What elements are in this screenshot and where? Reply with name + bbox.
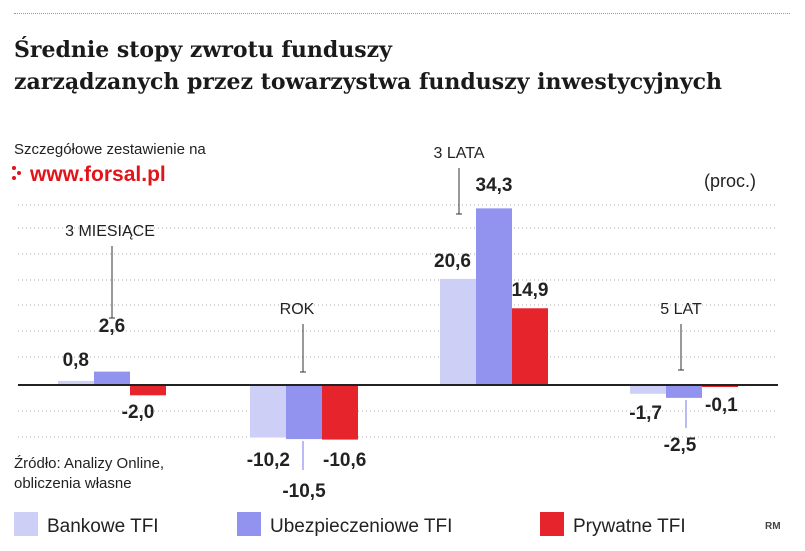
legend: Bankowe TFI Ubezpieczeniowe TFI Prywatne T…: [14, 512, 686, 537]
legend-swatch-2: [540, 512, 564, 536]
unit-label: (proc.): [704, 171, 756, 191]
bar-1-2: [322, 385, 358, 440]
category-label-3: 5 LAT: [660, 301, 702, 318]
bar-3-0: [630, 385, 666, 394]
source-line-2: obliczenia własne: [14, 475, 132, 492]
value-label-0-2: -2,0: [122, 402, 155, 423]
bar-0-0: [58, 380, 94, 385]
brand-link[interactable]: www.forsal.pl: [29, 163, 166, 186]
legend-swatch-1: [237, 512, 261, 536]
legend-swatch-0: [14, 512, 38, 536]
value-label-3-0: -1,7: [629, 403, 662, 424]
credit: RM: [765, 521, 781, 532]
bar-1-0: [250, 385, 286, 438]
bar-2-0: [440, 278, 476, 385]
legend-label-1: Ubezpieczeniowe TFI: [270, 516, 452, 537]
bar-0-1: [94, 371, 130, 385]
brand-icon: [12, 166, 21, 180]
value-label-2-2: 14,9: [512, 280, 549, 301]
value-label-3-1: -2,5: [664, 435, 697, 456]
category-label-0: 3 MIESIĄCE: [65, 223, 155, 240]
gridlines: [18, 204, 778, 438]
value-label-2-1: 34,3: [476, 175, 513, 196]
category-label-2: 3 LATA: [434, 145, 485, 162]
value-label-1-0: -10,2: [247, 450, 290, 471]
legend-label-2: Prywatne TFI: [573, 516, 686, 537]
bar-2-1: [476, 208, 512, 385]
source-line-1: Źródło: Analizy Online,: [14, 455, 164, 472]
legend-label-0: Bankowe TFI: [47, 516, 159, 537]
bar-1-1: [286, 385, 322, 440]
bar-0-2: [130, 385, 166, 396]
value-label-1-2: -10,6: [323, 450, 366, 471]
bar-3-1: [666, 385, 702, 398]
chart-title: Średnie stopy zwrotu funduszy zarządzany…: [14, 34, 794, 98]
top-rule: [14, 13, 790, 14]
chart-title-line-2: zarządzanych przez towarzystwa funduszy …: [14, 69, 723, 95]
value-label-0-0: 0,8: [63, 350, 89, 371]
value-label-0-1: 2,6: [99, 316, 125, 337]
chart-title-line-1: Średnie stopy zwrotu funduszy: [14, 37, 392, 63]
value-label-1-1: -10,5: [282, 481, 326, 502]
value-label-3-2: -0,1: [705, 395, 738, 416]
bars: [58, 208, 738, 440]
category-label-1: ROK: [280, 301, 315, 318]
group-pointers: [109, 168, 687, 470]
labels: 3 MIESIĄCE 0,8 2,6 -2,0 ROK -10,2 -10,5 -10,6 3 …: [63, 145, 739, 502]
value-label-2-0: 20,6: [434, 251, 471, 272]
source-note: Szczegółowe zestawienie na: [14, 141, 206, 158]
bar-2-2: [512, 308, 548, 385]
